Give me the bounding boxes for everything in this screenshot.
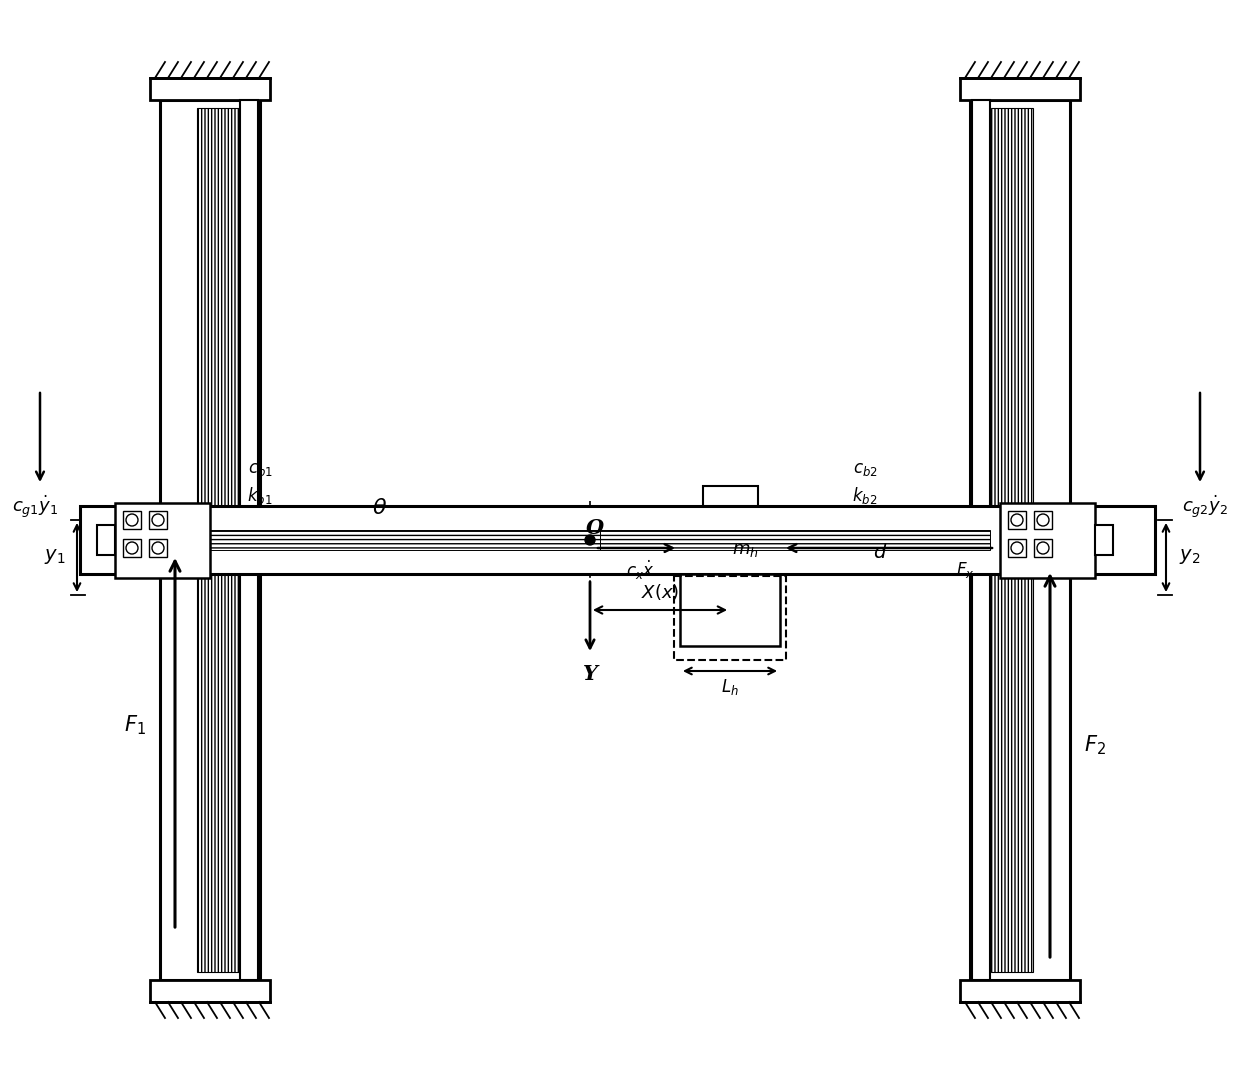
Text: $X(x)$: $X(x)$ bbox=[641, 582, 680, 602]
Text: $c_x\dot{x}$: $c_x\dot{x}$ bbox=[626, 559, 655, 582]
Text: $k_{b1}$: $k_{b1}$ bbox=[247, 484, 273, 506]
Bar bbox=[960, 980, 1080, 1002]
Text: $c_{b2}$: $c_{b2}$ bbox=[853, 462, 878, 479]
Bar bbox=[160, 101, 260, 980]
Circle shape bbox=[1037, 513, 1049, 526]
Text: $d$: $d$ bbox=[873, 544, 888, 562]
Bar bbox=[703, 486, 758, 506]
Bar bbox=[149, 539, 167, 557]
Circle shape bbox=[153, 542, 164, 553]
Text: $L_h$: $L_h$ bbox=[722, 677, 739, 697]
Bar bbox=[150, 78, 270, 101]
Bar bbox=[1008, 539, 1025, 557]
Bar bbox=[999, 503, 1095, 578]
Text: $y_1$: $y_1$ bbox=[45, 547, 66, 566]
Bar bbox=[97, 525, 115, 555]
Bar bbox=[680, 574, 780, 646]
Circle shape bbox=[153, 513, 164, 526]
Bar bbox=[960, 78, 1080, 101]
Text: $\theta$: $\theta$ bbox=[372, 497, 388, 519]
Bar bbox=[1034, 511, 1052, 529]
Circle shape bbox=[1011, 542, 1023, 553]
Bar bbox=[197, 108, 239, 972]
Bar bbox=[970, 101, 1070, 980]
Text: $c_{b1}$: $c_{b1}$ bbox=[248, 462, 273, 479]
Bar bbox=[165, 530, 600, 550]
Bar bbox=[123, 539, 141, 557]
Bar bbox=[1095, 525, 1114, 555]
Bar bbox=[115, 503, 210, 578]
Text: $m_h$: $m_h$ bbox=[732, 540, 759, 559]
Text: $F_2$: $F_2$ bbox=[1084, 733, 1106, 757]
Bar bbox=[1034, 539, 1052, 557]
Circle shape bbox=[126, 513, 138, 526]
Text: $k_{b2}$: $k_{b2}$ bbox=[852, 484, 878, 506]
Text: Y: Y bbox=[583, 664, 598, 684]
Text: $F_x$: $F_x$ bbox=[956, 560, 975, 580]
Circle shape bbox=[1011, 513, 1023, 526]
Circle shape bbox=[126, 542, 138, 553]
Bar bbox=[600, 530, 990, 550]
Bar bbox=[1008, 511, 1025, 529]
Text: $F_1$: $F_1$ bbox=[124, 713, 146, 737]
Bar bbox=[241, 101, 258, 980]
Bar bbox=[675, 576, 786, 660]
Text: O: O bbox=[587, 518, 604, 538]
Bar bbox=[150, 980, 270, 1002]
Bar bbox=[991, 108, 1033, 972]
Bar bbox=[81, 506, 1154, 574]
Bar bbox=[972, 101, 990, 980]
Circle shape bbox=[1037, 542, 1049, 553]
Bar bbox=[123, 511, 141, 529]
Text: $y_2$: $y_2$ bbox=[1179, 547, 1200, 566]
Circle shape bbox=[585, 535, 595, 545]
Bar bbox=[149, 511, 167, 529]
Text: $c_{g1}\dot{y}_1$: $c_{g1}\dot{y}_1$ bbox=[12, 494, 58, 520]
Text: $c_{g2}\dot{y}_2$: $c_{g2}\dot{y}_2$ bbox=[1182, 494, 1228, 520]
